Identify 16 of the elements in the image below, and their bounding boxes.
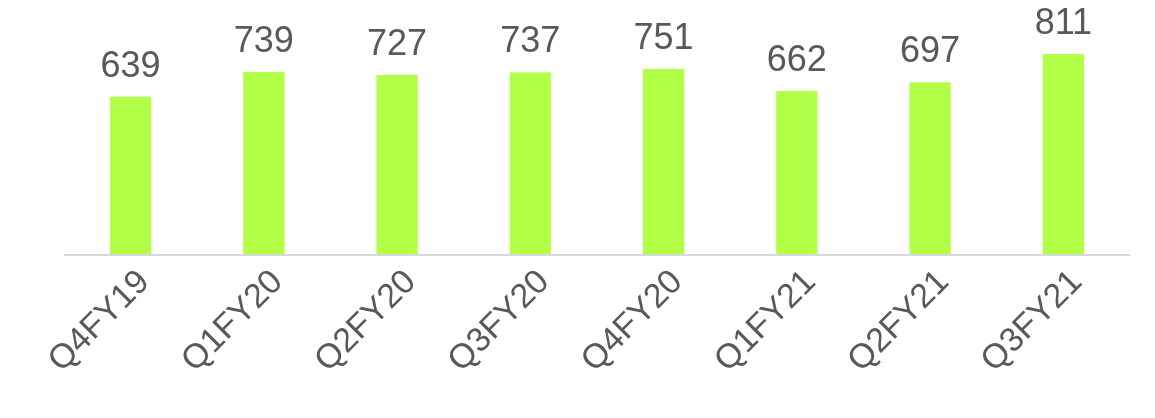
bar [109, 96, 152, 255]
bar [509, 72, 552, 255]
data-label: 737 [500, 19, 561, 61]
data-label: 639 [100, 43, 161, 85]
bar [776, 90, 818, 255]
data-label: 662 [766, 37, 827, 79]
data-label: 811 [1034, 1, 1093, 43]
bar [376, 74, 418, 255]
data-label: 697 [900, 29, 961, 71]
bar [909, 82, 951, 255]
data-label: 751 [633, 15, 694, 57]
data-label: 739 [233, 18, 294, 60]
bar [1042, 54, 1085, 255]
data-label: 727 [367, 21, 428, 63]
bar [243, 71, 285, 255]
bar [642, 68, 685, 255]
